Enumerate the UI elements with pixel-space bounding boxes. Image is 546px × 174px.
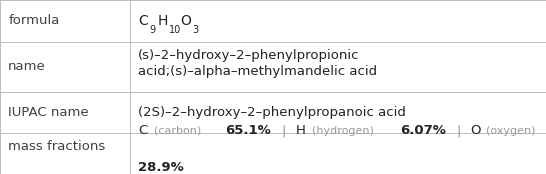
Text: (s)–2–hydroxy–2–phenylpropionic
acid;(s)–alpha–methylmandelic acid: (s)–2–hydroxy–2–phenylpropionic acid;(s)… bbox=[138, 49, 377, 78]
Text: H: H bbox=[295, 124, 306, 137]
Text: C: C bbox=[138, 14, 148, 28]
Text: (oxygen): (oxygen) bbox=[486, 126, 536, 136]
Text: (carbon): (carbon) bbox=[154, 126, 201, 136]
Text: formula: formula bbox=[8, 14, 60, 27]
Text: 9: 9 bbox=[150, 25, 156, 35]
Text: name: name bbox=[8, 61, 46, 73]
Text: 65.1%: 65.1% bbox=[225, 124, 271, 137]
Text: (hydrogen): (hydrogen) bbox=[312, 126, 373, 136]
Text: |: | bbox=[456, 124, 460, 137]
Text: 6.07%: 6.07% bbox=[400, 124, 446, 137]
Text: (2S)–2–hydroxy–2–phenylpropanoic acid: (2S)–2–hydroxy–2–phenylpropanoic acid bbox=[138, 106, 406, 119]
Text: 10: 10 bbox=[169, 25, 181, 35]
Text: 3: 3 bbox=[192, 25, 198, 35]
Text: 28.9%: 28.9% bbox=[138, 161, 184, 174]
Text: O: O bbox=[470, 124, 480, 137]
Text: H: H bbox=[157, 14, 168, 28]
Text: O: O bbox=[181, 14, 192, 28]
Text: C: C bbox=[138, 124, 147, 137]
Text: IUPAC name: IUPAC name bbox=[8, 106, 89, 119]
Text: mass fractions: mass fractions bbox=[8, 140, 105, 153]
Text: |: | bbox=[282, 124, 286, 137]
